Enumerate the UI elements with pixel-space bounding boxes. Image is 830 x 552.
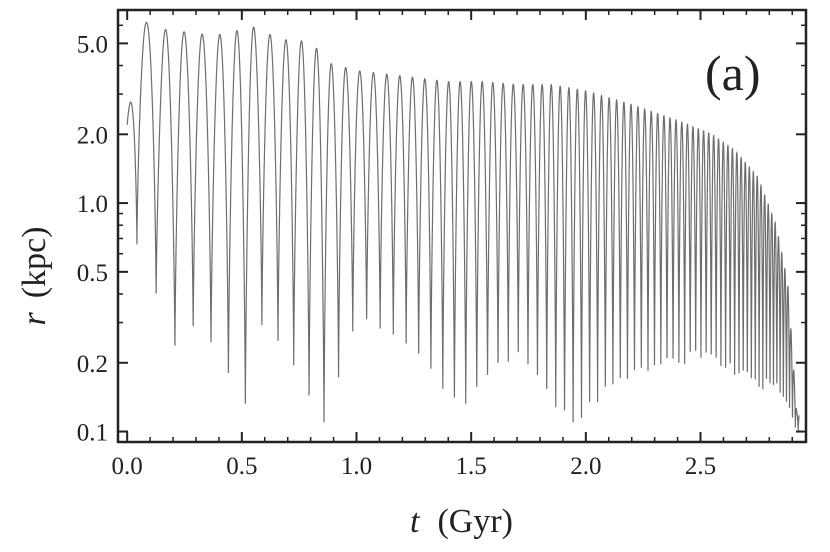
- y-tick-label: 2.0: [77, 122, 108, 149]
- y-tick-label: 5.0: [77, 31, 108, 58]
- x-tick-label: 0.5: [226, 453, 257, 480]
- y-tick-label: 0.5: [77, 260, 108, 287]
- x-tick-label: 2.0: [570, 453, 601, 480]
- y-axis-title: r (kpc): [16, 227, 53, 326]
- x-axis-var: t: [410, 503, 421, 540]
- orbit-radius-series-line: [126, 21, 800, 431]
- ticks-layer: [118, 10, 806, 442]
- y-axis-var: r: [16, 311, 53, 325]
- y-tick-label: 0.2: [77, 351, 108, 378]
- x-axis-unit: (Gyr): [437, 503, 513, 540]
- y-tick-label: 1.0: [77, 191, 108, 218]
- series-layer: [126, 21, 800, 431]
- x-tick-label: 0.0: [112, 453, 143, 480]
- tick-labels-layer: 0.0 0.5 1.0 1.5 2.0 2.5 0.1 0.2 0.5 1.0 2.0 5.0: [77, 31, 716, 480]
- panel-label: (a): [705, 45, 761, 101]
- plot-frame: [116, 8, 808, 444]
- x-tick-label: 1.5: [456, 453, 487, 480]
- x-tick-label: 1.0: [341, 453, 372, 480]
- x-tick-label: 2.5: [685, 453, 716, 480]
- x-axis-title: t (Gyr): [410, 503, 513, 540]
- y-tick-label: 0.1: [77, 420, 108, 447]
- y-axis-unit: (kpc): [16, 227, 53, 299]
